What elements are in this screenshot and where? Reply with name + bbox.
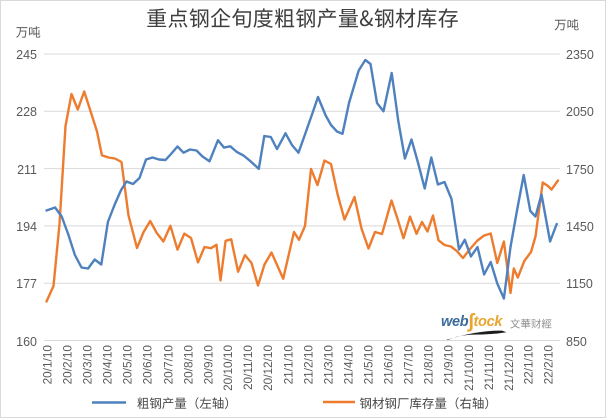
svg-text:web∫tock: web∫tock: [441, 311, 503, 333]
